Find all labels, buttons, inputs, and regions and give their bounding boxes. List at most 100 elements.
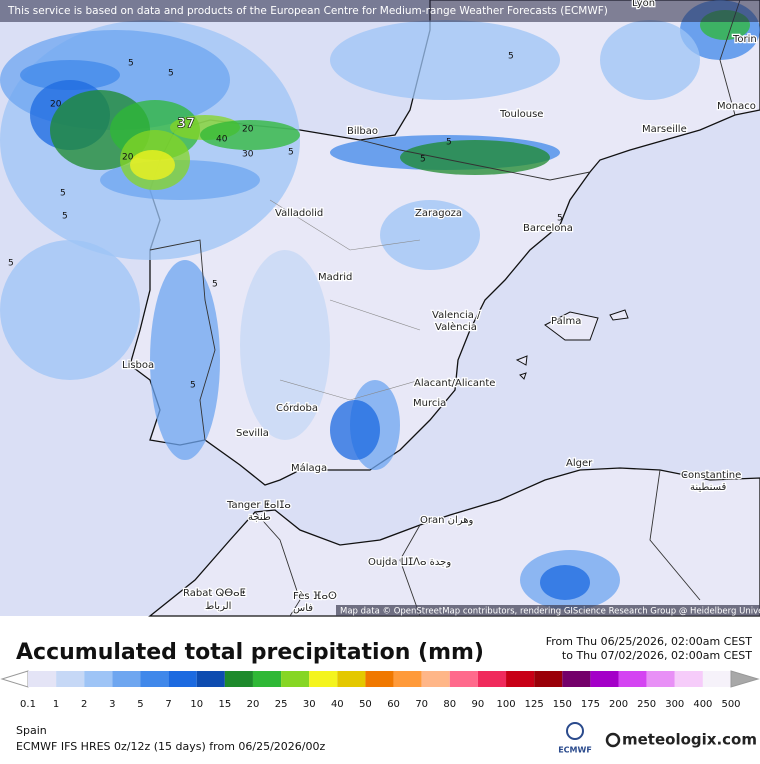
colorbar-box (224, 671, 253, 687)
colorbar-tick-label: 125 (525, 699, 544, 710)
notice-bar (0, 0, 760, 22)
city-label: Alger (566, 458, 593, 469)
precipitation (0, 0, 760, 610)
colorbar-box (590, 671, 619, 687)
city-labels: Lyon Torin Toulouse Monaco Marseille Bil… (121, 0, 758, 615)
colorbar-tick-label: 250 (637, 699, 656, 710)
colorbar-box (140, 671, 169, 687)
colorbar-box (281, 671, 310, 687)
city-label: Tanger ⵟⴰⵏⵊⴰ (226, 500, 291, 511)
precip-area (150, 260, 220, 460)
colorbar-box (337, 671, 366, 687)
brand-logo-mark[interactable] (605, 732, 621, 748)
city-label: Málaga (291, 462, 327, 474)
max-label: 37 (177, 117, 195, 132)
contour-label: 20 (122, 153, 134, 163)
colorbar-tick-label: 10 (190, 699, 203, 710)
brand[interactable]: meteologix.com (622, 731, 757, 749)
contour-label: 5 (168, 69, 174, 79)
colorbar-tick-label: 60 (387, 699, 400, 710)
city-label: Córdoba (276, 402, 318, 414)
precip-area (400, 140, 550, 175)
colorbar-tick-label: 3 (109, 699, 115, 710)
city-label: Lyon (632, 0, 655, 9)
colorbar-tick-label: 15 (218, 699, 231, 710)
borders (149, 0, 741, 617)
colorbar-box (646, 671, 675, 687)
contour-label: 5 (8, 259, 14, 269)
precip-area (380, 200, 480, 270)
colorbar-box (477, 671, 507, 687)
city-label: Marseille (642, 124, 687, 135)
contour-label: 20 (242, 125, 254, 135)
city-label: قسنطينة (690, 482, 727, 493)
date-to: to Thu 07/02/2026, 02:00am CEST (562, 649, 752, 662)
colorbar-box (112, 671, 141, 687)
colorbar-over (730, 670, 760, 688)
colorbar-box (309, 671, 338, 687)
notice: This service is based on data and produc… (7, 5, 608, 17)
colorbar-tick-label: 30 (303, 699, 316, 710)
colorbar-box (56, 671, 85, 687)
city-label: Bilbao (347, 126, 378, 137)
contour-label: 5 (190, 381, 196, 391)
city-label: Rabat ⵕⴱⴰⵟ (183, 588, 246, 599)
contour-label: 5 (128, 59, 134, 69)
city-label: Murcia (413, 398, 446, 409)
colorbar-box (562, 671, 591, 687)
precip-area (200, 120, 300, 150)
city-label: Torin (732, 34, 757, 45)
contour-label: 40 (216, 135, 228, 145)
colorbar-tick-label: 80 (443, 699, 456, 710)
date-from: From Thu 06/25/2026, 02:00am CEST (546, 635, 753, 648)
precip-area (330, 20, 560, 100)
city-label: Lisboa (122, 360, 154, 371)
model-info: ECMWF IFS HRES 0z/12z (15 days) from 06/… (16, 740, 326, 753)
city-label: Barcelona (523, 223, 573, 234)
city-label: Fès ⴼⴰⵙ (293, 590, 337, 602)
colorbar-tick-label: 300 (665, 699, 684, 710)
precip-area (540, 565, 590, 600)
colorbar-tick-label: 2 (81, 699, 87, 710)
contour-label: 5 (508, 52, 514, 62)
colorbar-box (252, 671, 282, 687)
contour-label: 5 (288, 148, 294, 158)
colorbar-box (618, 671, 647, 687)
precip-area (240, 250, 330, 440)
city-label: València (435, 321, 477, 333)
colorbar-tick-label: 500 (721, 699, 740, 710)
mallorca (544, 311, 599, 341)
colorbar-tick-label: 400 (693, 699, 712, 710)
city-label: Palma (551, 316, 581, 327)
colorbar-tick-label: 20 (247, 699, 260, 710)
city-label: الرباط (205, 601, 231, 612)
colorbar-tick-label: 7 (165, 699, 171, 710)
colorbar-tick-label: 100 (496, 699, 515, 710)
colorbar-tick-label: 50 (359, 699, 372, 710)
city-label: Constantine (681, 470, 741, 481)
contour-label: 5 (212, 280, 218, 290)
ecmwf-logo-mark (566, 722, 584, 740)
city-label: Oujda ⵡⵊⴷⴰ وجدة (368, 557, 451, 568)
region: Spain (16, 724, 47, 737)
colorbar-box (534, 671, 563, 687)
colorbar-box (28, 671, 57, 687)
precip-area (600, 20, 700, 100)
colorbar-tick-label: 0.1 (20, 699, 36, 710)
colorbar-box (449, 671, 478, 687)
attribution-bar (336, 605, 760, 616)
contour-label: 5 (420, 155, 426, 165)
city-label: Alacant/Alicante (414, 378, 495, 389)
city-label: Zaragoza (415, 208, 462, 219)
city-label: Valladolid (275, 208, 323, 219)
ibiza (515, 355, 528, 380)
colorbar-box (196, 671, 225, 687)
regional-borders (269, 199, 421, 401)
colorbar-tick-label: 40 (331, 699, 344, 710)
contour-label: 30 (242, 150, 254, 160)
colorbar-tick-label: 5 (137, 699, 143, 710)
ecmwf-logo: ECMWF (558, 746, 592, 755)
city-label: Toulouse (499, 109, 543, 120)
colorbar: 0.1 1 2 3 5 7 10 15 20 25 30 40 50 60 70 80 90 100 125 150 1… (0, 670, 760, 710)
city-label: فاس (293, 603, 313, 614)
